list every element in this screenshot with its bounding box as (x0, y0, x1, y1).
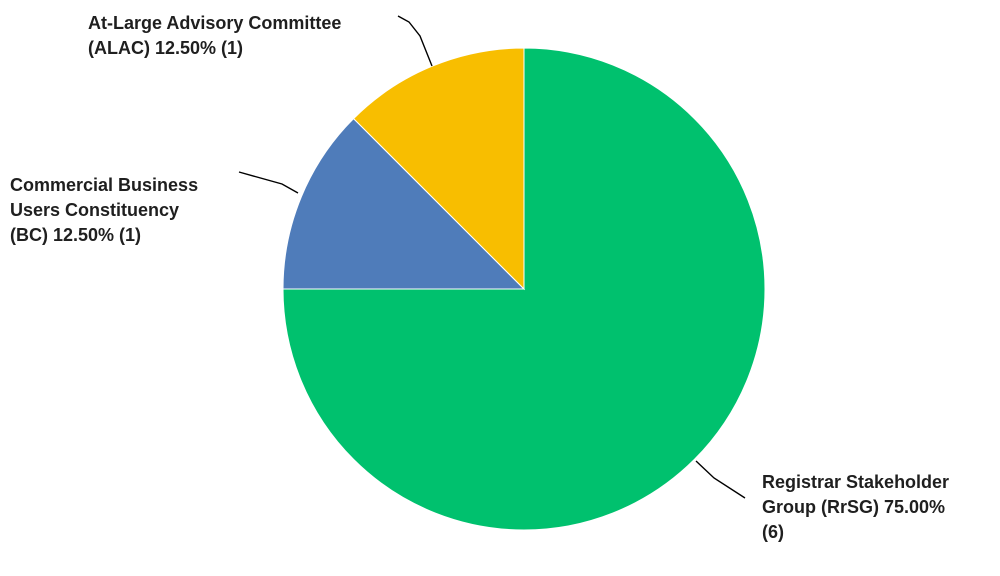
pie-slice-1 (282, 117, 526, 290)
slice-label-0-line-2: (6) (762, 522, 784, 542)
leader-line-1 (238, 171, 299, 194)
slice-label-2-line-1: (ALAC) 12.50% (1) (88, 38, 243, 58)
slice-label-2: At-Large Advisory Committee (ALAC) 12.50%… (88, 13, 341, 58)
slice-label-0-line-0: Registrar Stakeholder (762, 472, 949, 492)
slice-label-1-line-2: (BC) 12.50% (1) (10, 225, 141, 245)
slice-label-1-line-0: Commercial Business (10, 175, 198, 195)
slice-label-1: Commercial Business Users Constituency (BC… (10, 175, 198, 245)
slice-label-0: Registrar Stakeholder Group (RrSG) 75.00%… (762, 472, 949, 542)
slice-label-2-line-0: At-Large Advisory Committee (88, 13, 341, 33)
leader-line-2 (397, 15, 433, 67)
slice-labels: Registrar Stakeholder Group (RrSG) 75.00%… (10, 13, 949, 542)
pie-slices (282, 47, 766, 531)
pie-slice-0 (282, 47, 766, 531)
slice-label-1-line-1: Users Constituency (10, 200, 179, 220)
leader-lines (238, 15, 746, 499)
slice-label-0-line-1: Group (RrSG) 75.00% (762, 497, 945, 517)
leader-line-0 (695, 460, 746, 499)
pie-slice-2 (352, 47, 525, 291)
